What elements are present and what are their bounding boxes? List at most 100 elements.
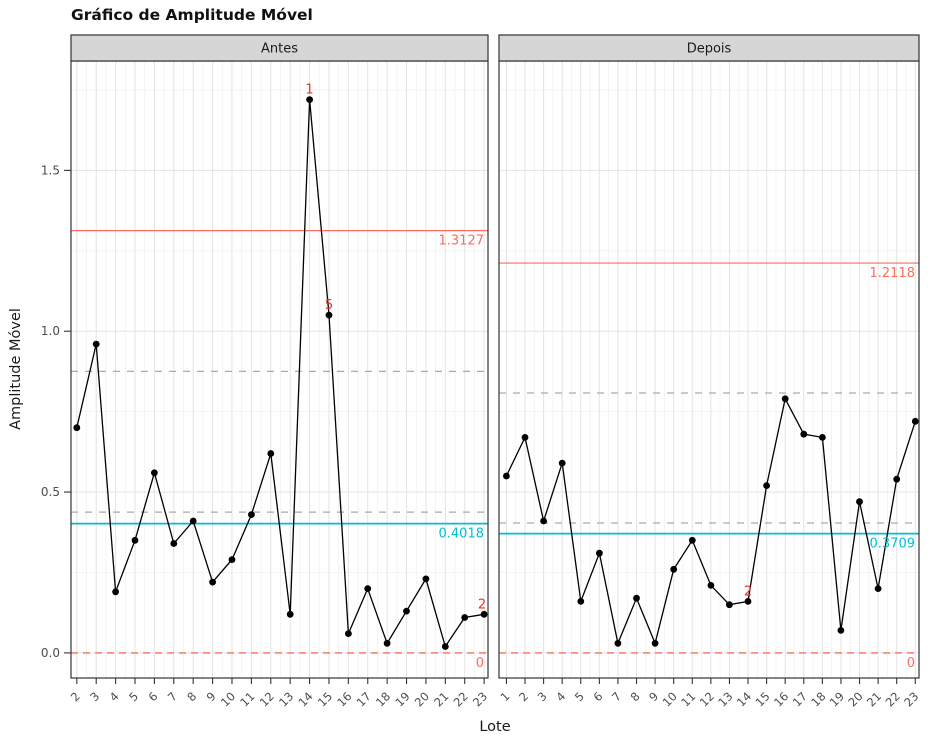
data-point xyxy=(325,311,333,319)
data-line xyxy=(76,99,485,649)
x-tick-label: 9 xyxy=(646,689,661,704)
data-point xyxy=(837,627,845,634)
data-point xyxy=(614,639,622,647)
data-point xyxy=(441,643,449,650)
data-point xyxy=(577,598,585,605)
x-tick-label: 23 xyxy=(470,689,490,709)
x-tick-label: 6 xyxy=(590,689,605,704)
center-label: 0.3709 xyxy=(870,537,916,552)
data-point xyxy=(874,585,882,592)
x-tick-label: 20 xyxy=(412,689,432,709)
x-tick-label: 11 xyxy=(237,689,257,709)
data-point xyxy=(131,536,139,544)
data-point xyxy=(345,630,352,637)
data-point xyxy=(364,585,372,592)
x-tick-label: 4 xyxy=(107,689,122,704)
data-point xyxy=(670,565,678,573)
data-point xyxy=(633,594,640,602)
data-point xyxy=(744,598,752,605)
x-tick-label: 18 xyxy=(808,689,828,709)
data-point xyxy=(73,424,81,432)
x-tick-label: 17 xyxy=(354,689,374,709)
x-tick-label: 9 xyxy=(204,689,219,704)
data-point xyxy=(248,511,255,518)
violation-label: 1 xyxy=(305,83,313,98)
facet-strip xyxy=(70,34,489,62)
violation-label: 2 xyxy=(744,584,752,599)
x-tick-label: 10 xyxy=(660,689,680,709)
x-tick-label: 14 xyxy=(734,689,754,709)
data-point xyxy=(170,540,178,547)
facet-strip-label: Depois xyxy=(687,42,732,57)
x-tick-label: 6 xyxy=(145,689,160,704)
ucl-label: 1.3127 xyxy=(439,234,485,249)
x-tick-label: 14 xyxy=(295,689,315,709)
x-tick-label: 13 xyxy=(715,689,735,709)
y-axis-title: Amplitude Móvel xyxy=(8,308,24,430)
x-tick-label: 5 xyxy=(126,689,141,704)
facet-strip-label: Antes xyxy=(261,42,298,57)
lcl-label: 0 xyxy=(476,656,484,671)
x-tick-label: 4 xyxy=(553,689,568,704)
page-title: Gráfico de Amplitude Móvel xyxy=(71,6,313,24)
data-point xyxy=(800,430,808,438)
data-point xyxy=(92,340,100,348)
x-tick-label: 11 xyxy=(678,689,698,709)
data-point xyxy=(911,417,919,425)
data-point xyxy=(286,610,294,618)
y-tick-label: 0.0 xyxy=(41,646,60,660)
y-tick-label: 1.0 xyxy=(41,324,60,338)
data-point xyxy=(763,482,770,489)
x-tick-label: 8 xyxy=(628,689,643,704)
data-point xyxy=(112,588,119,596)
x-tick-label: 19 xyxy=(392,689,412,709)
data-point xyxy=(461,614,469,621)
x-tick-label: 16 xyxy=(771,689,791,709)
y-tick-label: 1.5 xyxy=(41,163,60,177)
x-tick-label: 12 xyxy=(257,689,277,709)
x-tick-label: 3 xyxy=(87,689,102,704)
x-tick-label: 23 xyxy=(901,689,921,709)
x-tick-label: 2 xyxy=(516,689,531,704)
x-tick-label: 2 xyxy=(68,689,83,704)
data-point xyxy=(558,459,566,467)
data-point xyxy=(726,601,733,609)
data-point xyxy=(651,639,659,647)
data-point xyxy=(306,96,313,103)
x-tick-label: 18 xyxy=(373,689,393,709)
x-tick-label: 17 xyxy=(790,689,810,709)
x-tick-label: 21 xyxy=(431,689,451,709)
violation-label: 2 xyxy=(478,597,486,612)
x-tick-label: 3 xyxy=(535,689,550,704)
x-tick-label: 7 xyxy=(165,689,180,704)
ucl-label: 1.2118 xyxy=(870,266,916,281)
data-point xyxy=(688,536,696,544)
data-point xyxy=(521,434,529,441)
x-tick-label: 13 xyxy=(276,689,296,709)
data-point xyxy=(228,556,236,563)
violation-label: 5 xyxy=(325,298,333,313)
x-tick-label: 10 xyxy=(218,689,238,709)
x-tick-label: 22 xyxy=(883,689,903,709)
data-point xyxy=(383,639,391,647)
data-point xyxy=(480,610,488,618)
center-label: 0.4018 xyxy=(439,527,485,542)
lcl-label: 0 xyxy=(907,656,915,671)
x-tick-label: 20 xyxy=(845,689,865,709)
x-tick-label: 1 xyxy=(497,689,512,704)
data-point xyxy=(707,582,715,589)
data-point xyxy=(209,578,217,586)
data-point xyxy=(893,475,901,483)
y-axis: 0.0 0.5 1.0 1.5 xyxy=(41,163,71,660)
facet-strip xyxy=(498,34,920,62)
data-point xyxy=(422,575,430,583)
x-tick-label: 22 xyxy=(451,689,471,709)
x-axis-title: Lote xyxy=(479,719,510,735)
data-point xyxy=(540,517,547,525)
x-tick-label: 16 xyxy=(334,689,354,709)
x-tick-label: 21 xyxy=(864,689,884,709)
